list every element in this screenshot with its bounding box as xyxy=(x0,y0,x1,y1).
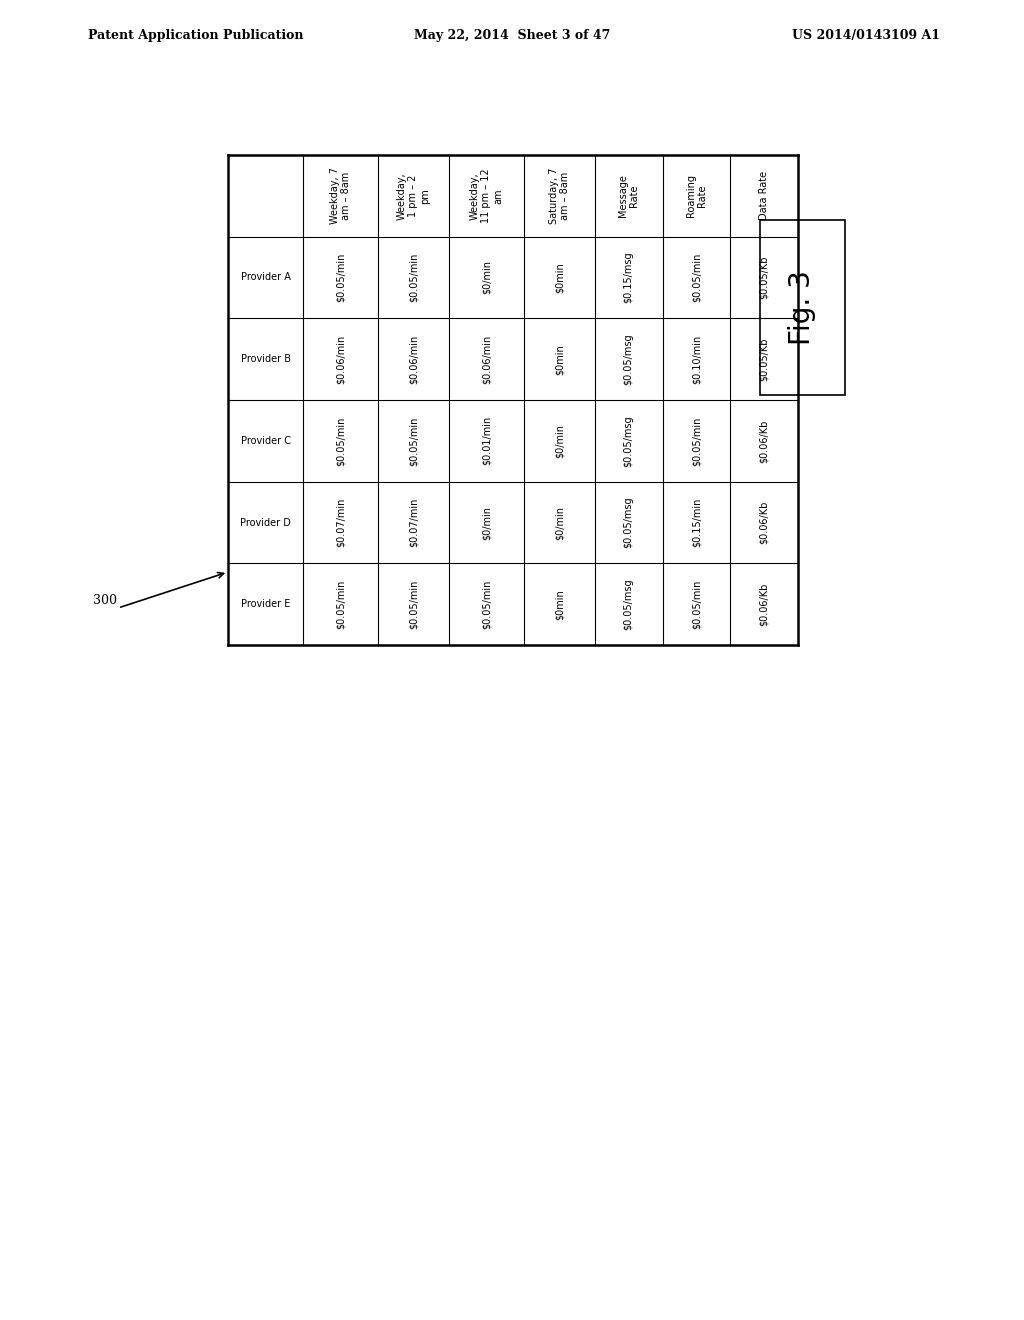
Text: $0.06/min: $0.06/min xyxy=(481,334,492,384)
Text: $0.05/Kb: $0.05/Kb xyxy=(759,256,769,300)
Text: $0.05/msg: $0.05/msg xyxy=(624,414,634,467)
Text: $0.05/min: $0.05/min xyxy=(409,253,419,302)
Text: Provider B: Provider B xyxy=(241,354,291,364)
Bar xyxy=(760,220,845,395)
Text: $0.05/msg: $0.05/msg xyxy=(624,496,634,548)
Text: $0.05/min: $0.05/min xyxy=(691,416,701,466)
Text: Provider E: Provider E xyxy=(241,599,290,609)
Text: $0.06/Kb: $0.06/Kb xyxy=(759,582,769,626)
Text: $0min: $0min xyxy=(554,343,564,375)
Text: Weekday, 7
am – 8am: Weekday, 7 am – 8am xyxy=(330,168,351,224)
Text: $0.07/min: $0.07/min xyxy=(409,498,419,548)
Text: $0.05/msg: $0.05/msg xyxy=(624,578,634,630)
Text: $0.05/msg: $0.05/msg xyxy=(624,334,634,385)
Text: Provider A: Provider A xyxy=(241,272,291,282)
Text: $0.06/min: $0.06/min xyxy=(409,334,419,384)
Text: $0.05/min: $0.05/min xyxy=(336,579,345,628)
Text: $0.05/min: $0.05/min xyxy=(336,416,345,466)
Text: Patent Application Publication: Patent Application Publication xyxy=(88,29,303,41)
Text: $0.05/Kb: $0.05/Kb xyxy=(759,338,769,381)
Text: $0/min: $0/min xyxy=(554,424,564,458)
Text: $0.06/min: $0.06/min xyxy=(336,334,345,384)
Text: Provider D: Provider D xyxy=(240,517,291,528)
Text: Data Rate: Data Rate xyxy=(759,172,769,220)
Text: $0min: $0min xyxy=(554,589,564,619)
Text: Fig. 3: Fig. 3 xyxy=(788,271,816,345)
Text: US 2014/0143109 A1: US 2014/0143109 A1 xyxy=(792,29,940,41)
Text: $0.06/Kb: $0.06/Kb xyxy=(759,500,769,544)
Text: $0.15/msg: $0.15/msg xyxy=(624,252,634,304)
Text: $0.05/min: $0.05/min xyxy=(691,253,701,302)
Text: Message
Rate: Message Rate xyxy=(617,174,639,218)
Text: Weekday,
11 pm – 12
am: Weekday, 11 pm – 12 am xyxy=(470,169,503,223)
Text: $0.05/min: $0.05/min xyxy=(409,416,419,466)
Text: Roaming
Rate: Roaming Rate xyxy=(686,174,708,218)
Text: Saturday, 7
am – 8am: Saturday, 7 am – 8am xyxy=(549,168,570,224)
Text: $0.15/min: $0.15/min xyxy=(691,498,701,548)
Text: $0/min: $0/min xyxy=(481,506,492,540)
Text: $0min: $0min xyxy=(554,263,564,293)
Text: $0.10/min: $0.10/min xyxy=(691,334,701,384)
Text: $0/min: $0/min xyxy=(481,260,492,294)
Text: 300: 300 xyxy=(93,594,117,606)
Text: Weekday,
1 pm – 2
pm: Weekday, 1 pm – 2 pm xyxy=(397,172,430,219)
Text: $0.05/min: $0.05/min xyxy=(336,253,345,302)
Text: May 22, 2014  Sheet 3 of 47: May 22, 2014 Sheet 3 of 47 xyxy=(414,29,610,41)
Text: $0.06/Kb: $0.06/Kb xyxy=(759,420,769,462)
Text: $0.07/min: $0.07/min xyxy=(336,498,345,548)
Text: $0.05/min: $0.05/min xyxy=(409,579,419,628)
Text: $0/min: $0/min xyxy=(554,506,564,540)
Text: Provider C: Provider C xyxy=(241,436,291,446)
Text: $0.05/min: $0.05/min xyxy=(481,579,492,628)
Text: $0.05/min: $0.05/min xyxy=(691,579,701,628)
Text: $0.01/min: $0.01/min xyxy=(481,416,492,466)
